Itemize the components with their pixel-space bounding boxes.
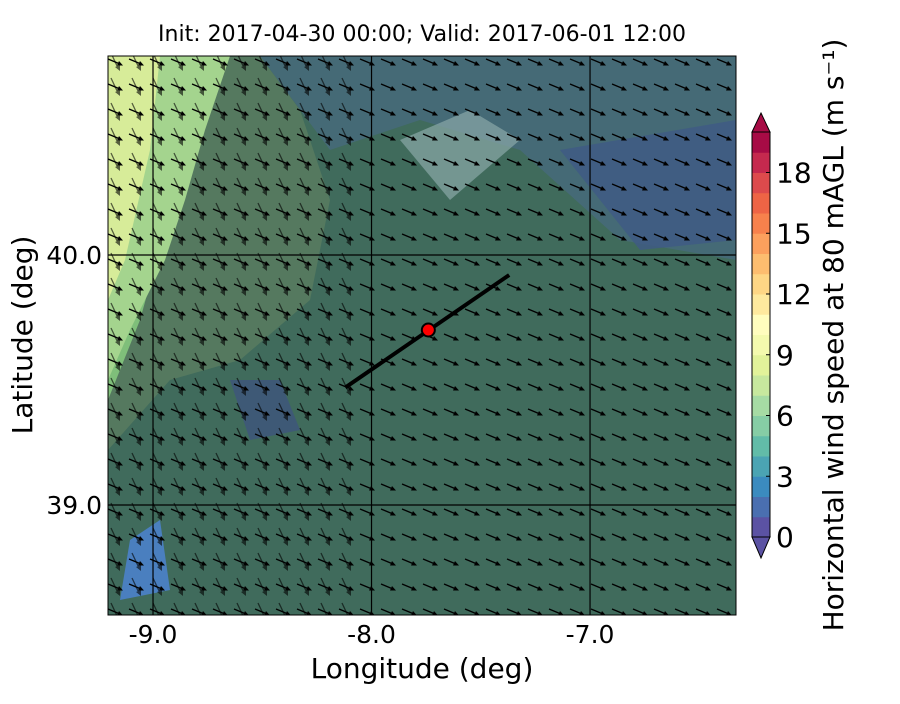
colorbar-band: [752, 192, 770, 214]
x-tick-label: -8.0: [347, 620, 396, 649]
x-tick-label: -7.0: [566, 620, 615, 649]
colorbar-band: [752, 132, 770, 153]
x-tick-label: -9.0: [129, 620, 178, 649]
plot-frame: [107, 55, 737, 616]
colorbar-tick-label: 6: [776, 400, 794, 433]
x-axis-label: Longitude (deg): [311, 652, 534, 685]
colorbar-band: [752, 415, 770, 437]
colorbar-band: [752, 334, 770, 356]
colorbar-band: [752, 435, 770, 457]
site-marker: [420, 322, 436, 338]
colorbar-band: [752, 273, 770, 295]
y-axis-label: Latitude (deg): [6, 236, 39, 435]
colorbar-band: [752, 476, 770, 497]
colorbar-band: [752, 516, 770, 538]
colorbar-under: [751, 536, 771, 560]
colorbar-band: [752, 314, 770, 335]
colorbar-band: [752, 294, 770, 315]
y-tick-label: 40.0: [46, 241, 102, 270]
chart-title: Init: 2017-04-30 00:00; Valid: 2017-06-0…: [158, 22, 686, 47]
colorbar-band: [752, 354, 770, 376]
y-tick-label: 39.0: [46, 491, 102, 520]
colorbar-band: [752, 395, 770, 416]
colorbar-tick-label: 15: [776, 217, 812, 250]
colorbar-band: [752, 253, 770, 275]
colorbar-over: [751, 111, 771, 133]
colorbar-band: [752, 172, 770, 194]
colorbar-tick-label: 9: [776, 339, 794, 372]
colorbar-band: [752, 456, 770, 477]
colorbar-tick-label: 12: [776, 278, 812, 311]
colorbar-tick-label: 18: [776, 157, 812, 190]
colorbar-label: Horizontal wind speed at 80 mAGL (m s⁻¹): [817, 39, 850, 632]
colorbar-band: [752, 152, 770, 173]
colorbar-band: [752, 375, 770, 396]
colorbar-tick-label: 0: [776, 521, 794, 554]
colorbar-frame: [751, 131, 771, 538]
colorbar-tick-label: 3: [776, 460, 794, 493]
colorbar-band: [752, 233, 770, 254]
colorbar-band: [752, 496, 770, 518]
colorbar-band: [752, 213, 770, 234]
